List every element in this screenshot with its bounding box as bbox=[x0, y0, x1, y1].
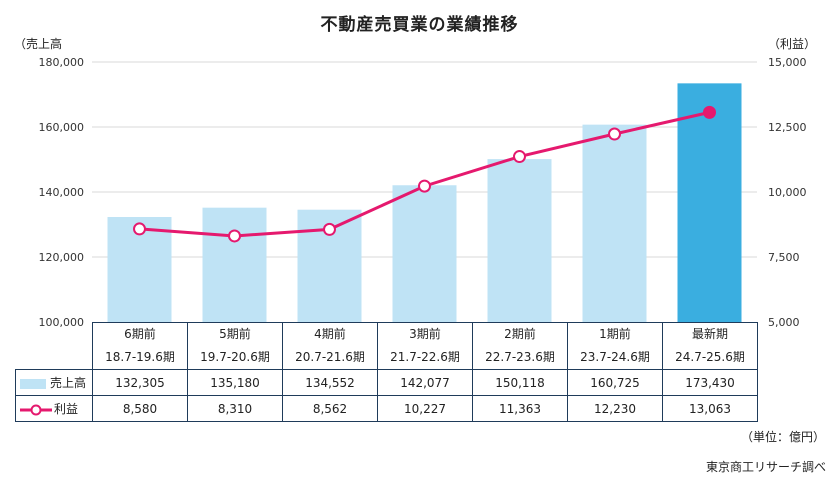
period-label: 6期前 bbox=[92, 322, 188, 346]
y-left-tick-label: 120,000 bbox=[39, 251, 85, 264]
period-label: 最新期 bbox=[662, 322, 758, 346]
sales-value: 150,118 bbox=[472, 369, 568, 396]
legend-label-sales: 売上高 bbox=[50, 376, 87, 390]
profit-value: 8,580 bbox=[92, 395, 188, 422]
period-range: 19.7-20.6期 bbox=[187, 346, 283, 370]
y-left-tick-label: 160,000 bbox=[39, 121, 85, 134]
period-label: 5期前 bbox=[187, 322, 283, 346]
profit-value: 13,063 bbox=[662, 395, 758, 422]
table-row-range: 18.7-19.6期 19.7-20.6期 20.7-21.6期 21.7-22.6期… bbox=[16, 346, 758, 370]
sales-bar bbox=[392, 185, 457, 322]
y-right-tick-label: 5,000 bbox=[768, 316, 800, 329]
period-label: 1期前 bbox=[567, 322, 663, 346]
y-right-tick-label: 12,500 bbox=[768, 121, 807, 134]
table-row-profit: 利益 8,580 8,310 8,562 10,227 11,363 12,230 13,06… bbox=[15, 395, 758, 422]
legend-swatch-sales bbox=[20, 378, 46, 389]
profit-point bbox=[323, 222, 336, 236]
legend-label-profit: 利益 bbox=[54, 402, 79, 416]
sales-value: 173,430 bbox=[662, 369, 758, 396]
y-right-tick-label: 15,000 bbox=[768, 56, 807, 69]
chart-title: 不動産売買業の業績推移 bbox=[320, 15, 519, 35]
profit-point bbox=[228, 229, 241, 243]
period-range: 23.7-24.6期 bbox=[567, 346, 663, 370]
sales-value: 134,552 bbox=[282, 369, 378, 396]
y-axis-right-label: （利益） bbox=[768, 37, 817, 51]
sales-value: 160,725 bbox=[567, 369, 663, 396]
period-range: 22.7-23.6期 bbox=[472, 346, 568, 370]
unit-note: （単位：億円） bbox=[741, 430, 826, 444]
profit-value: 11,363 bbox=[472, 395, 568, 422]
y-right-tick-label: 7,500 bbox=[768, 251, 800, 264]
profit-value: 8,562 bbox=[282, 395, 378, 422]
table-row-period: 6期前 5期前 4期前 3期前 2期前 1期前 最新期 bbox=[15, 322, 758, 370]
table-row-sales: 売上高 132,305 135,180 134,552 142,077 150,118 16… bbox=[15, 369, 758, 396]
y-left-tick-label: 140,000 bbox=[39, 186, 85, 199]
period-range: 18.7-19.6期 bbox=[92, 346, 188, 370]
period-label: 3期前 bbox=[377, 322, 473, 346]
profit-value: 10,227 bbox=[377, 395, 473, 422]
series-head-profit: 利益 bbox=[15, 395, 93, 422]
profit-point bbox=[703, 105, 716, 119]
table-corner bbox=[15, 322, 93, 370]
sales-bar bbox=[677, 83, 742, 322]
period-range: 21.7-22.6期 bbox=[377, 346, 473, 370]
series-head-sales: 売上高 bbox=[15, 369, 93, 396]
source-note: 東京商工リサーチ調べ bbox=[706, 460, 827, 474]
y-axis-left-label: （売上高 bbox=[14, 37, 63, 51]
profit-point bbox=[418, 179, 431, 193]
sales-value: 142,077 bbox=[377, 369, 473, 396]
profit-point bbox=[608, 127, 621, 141]
sales-bar bbox=[582, 124, 647, 322]
sales-bar bbox=[487, 159, 552, 322]
sales-value: 135,180 bbox=[187, 369, 283, 396]
period-range: 24.7-25.6期 bbox=[662, 346, 758, 370]
period-label: 2期前 bbox=[472, 322, 568, 346]
period-label: 4期前 bbox=[282, 322, 378, 346]
y-left-tick-label: 180,000 bbox=[39, 56, 85, 69]
period-range: 20.7-21.6期 bbox=[282, 346, 378, 370]
data-table: 6期前 5期前 4期前 3期前 2期前 1期前 最新期 18.7-19.6期 19.7-20.… bbox=[15, 322, 758, 422]
profit-point bbox=[513, 150, 526, 164]
sales-bar bbox=[202, 207, 267, 322]
profit-value: 12,230 bbox=[567, 395, 663, 422]
profit-value: 8,310 bbox=[187, 395, 283, 422]
sales-value: 132,305 bbox=[92, 369, 188, 396]
y-right-tick-label: 10,000 bbox=[768, 186, 807, 199]
legend-marker-profit bbox=[20, 404, 52, 415]
profit-point bbox=[133, 222, 146, 236]
